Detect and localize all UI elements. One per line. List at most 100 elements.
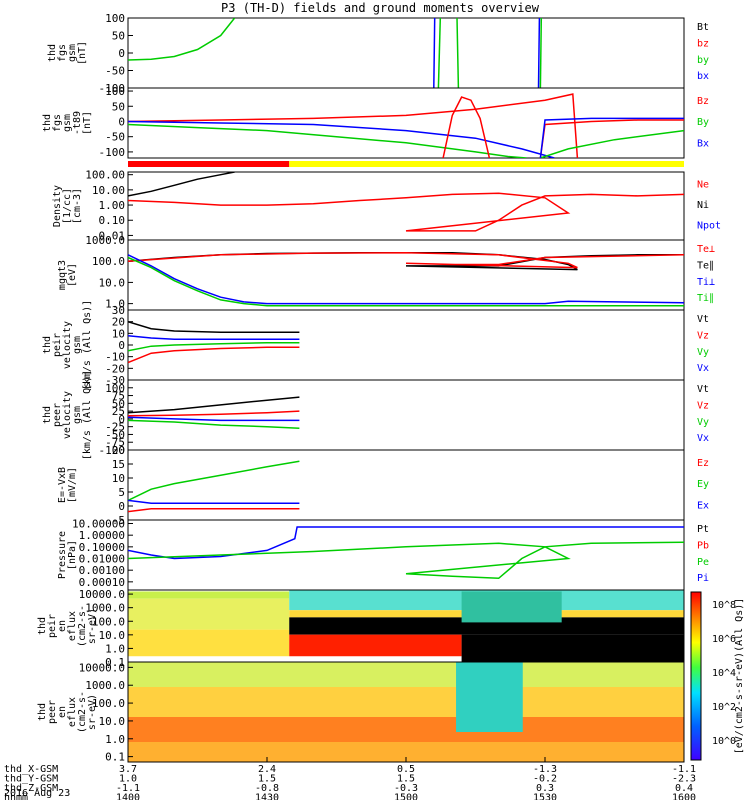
ytick-label: 0: [118, 413, 125, 426]
peir-heat-cell-7: [461, 634, 684, 662]
panel-pressure: 10.000001.000000.100000.010000.001000.00…: [57, 518, 709, 591]
ytick-label: -20: [105, 362, 125, 375]
ytick-label: 0.01: [99, 229, 126, 242]
ytick-label: 0: [118, 115, 125, 128]
series-Vx: [128, 416, 300, 422]
xaxis-value: -2.3: [672, 774, 696, 785]
xaxis-value: -0.3: [394, 783, 418, 794]
ytick-label: 10000.0: [79, 661, 125, 674]
legend-item: Bt: [697, 22, 709, 33]
ylabel-line: (cm2-s-: [77, 691, 88, 733]
ytick-label: 20: [112, 316, 125, 329]
colorbar-scale: [690, 591, 702, 761]
series-Vy: [128, 419, 300, 429]
legend-item: Vy: [697, 347, 709, 358]
colorbar-tick: 10^2: [712, 702, 736, 713]
ytick-label: 1000.0: [85, 234, 125, 247]
series-by: [437, 18, 442, 88]
ytick-label: 100.00: [85, 169, 125, 182]
legend-item: by: [697, 55, 709, 66]
ylabel-line: peer: [52, 403, 63, 427]
ytick-label: 10: [112, 327, 125, 340]
panel-frame: [127, 17, 685, 89]
xaxis-value: 1430: [255, 793, 279, 801]
ytick-label: 1.00: [99, 199, 126, 212]
legend-item: Ex: [697, 500, 709, 511]
ytick-label: 20: [112, 444, 125, 457]
ytick-label: 100: [105, 12, 125, 25]
ytick-label: -30: [105, 374, 125, 387]
xaxis-row-label: thd_Z-GSM: [4, 783, 58, 794]
ytick-label: -25: [105, 421, 125, 434]
mode-bar-yellow: [289, 161, 684, 167]
panel-temperature: 1000.0 100.0 10.0 1.0 mgqt3 [eV] Te⊥ Te∥ Ti⊥ Ti∥: [57, 234, 715, 311]
ytick-label: 0.10: [99, 214, 126, 227]
ytick-label: 10: [112, 472, 125, 485]
ylabel-line: eflux: [67, 611, 78, 641]
series-Bz: [128, 93, 579, 158]
ytick-label: 100: [105, 382, 125, 395]
xaxis-value: 1.0: [119, 774, 137, 785]
legend-item: Pt: [697, 524, 709, 535]
ylabel-line: gsm: [67, 44, 78, 62]
xaxis-value: 1600: [672, 793, 696, 801]
ytick-label: 30: [112, 304, 125, 317]
panel-frame: [127, 87, 685, 159]
ylabel-line: mgqt3: [57, 260, 68, 290]
legend-item: Pi: [697, 573, 709, 584]
ytick-label: 100.0: [92, 697, 125, 710]
colorbar-tick: 10^0: [712, 736, 736, 747]
series-Te⊥: [128, 252, 684, 269]
legend-item: Ne: [697, 179, 709, 190]
legend-item: Ti∥: [697, 293, 714, 304]
series-Vz: [128, 410, 300, 417]
colorbar-tick: 10^8: [712, 600, 736, 611]
ytick-label: 0: [118, 500, 125, 513]
ytick-label: 50: [112, 100, 125, 113]
chart-title: P3 (TH-D) fields and ground moments over…: [221, 1, 540, 15]
ylabel-line: [1/cc]: [62, 188, 73, 224]
xaxis-value: 3.7: [119, 764, 137, 775]
panel-fgs_gsm_dc: 100 50 0 -50 -100 thd fgs gsm -t89 [nT] Bz By Bx: [42, 85, 709, 159]
ytick-label: -100: [99, 82, 126, 95]
panel-frame: [127, 239, 685, 311]
peer-heat-cell-0: [128, 662, 684, 687]
peer-heat-cell-4: [456, 662, 523, 732]
ytick-label: 25: [112, 405, 125, 418]
xaxis-row-label: thd_Y-GSM: [4, 774, 58, 785]
xaxis-value: -0.8: [255, 783, 279, 794]
ytick-label: 10.00: [92, 184, 125, 197]
ytick-label: 1.00000: [79, 529, 125, 542]
panel-fgs_gsm: 100 50 0 -50 -100 thd fgs gsm [nT] Bt bz by bx: [47, 12, 709, 95]
ytick-label: 1000.0: [85, 602, 125, 615]
legend-item: Vz: [697, 330, 709, 341]
series-Bz: [442, 96, 491, 158]
colorbar-label: [eV/(cm2-s-sr-eV)(All Qs)]: [734, 598, 745, 755]
ytick-label: 10.00000: [72, 518, 125, 531]
ylabel-line: gsm: [72, 406, 83, 424]
legend-item: Bz: [697, 96, 709, 107]
ytick-label: 10.0: [99, 276, 126, 289]
ytick-label: 10.0: [99, 629, 126, 642]
legend-item: Ey: [697, 479, 709, 490]
xaxis-value: -0.2: [533, 774, 557, 785]
ylabel-line: fgs: [52, 114, 63, 132]
xaxis-value: 1530: [533, 793, 557, 801]
ylabel-line: thd: [37, 617, 48, 635]
legend-item: Vx: [697, 363, 709, 374]
ytick-label: -100: [99, 444, 126, 457]
ylabel-line: E=-VxB: [57, 467, 68, 503]
xaxis-value: -1.3: [533, 764, 557, 775]
ytick-label: 5: [118, 486, 125, 499]
series-bx: [433, 18, 436, 88]
xaxis-value: 0.3: [536, 783, 554, 794]
ytick-label: 10.0: [99, 715, 126, 728]
ylabel-line: Pressure: [57, 531, 68, 579]
ylabel-line: peir: [47, 614, 58, 638]
ytick-label: 1.0: [105, 642, 125, 655]
ytick-label: 1000.0: [85, 679, 125, 692]
legend-item: Vy: [697, 417, 709, 428]
ytick-label: 75: [112, 390, 125, 403]
